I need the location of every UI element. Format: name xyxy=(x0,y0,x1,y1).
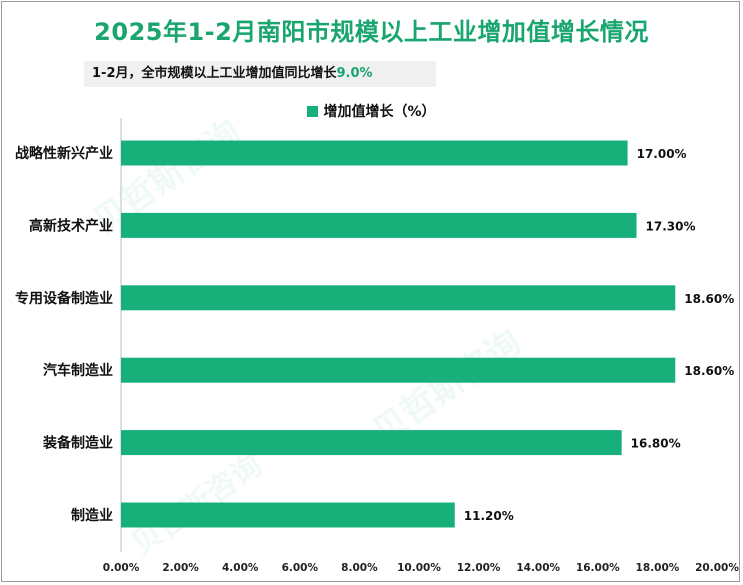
category-label: 汽车制造业 xyxy=(43,362,113,379)
category-label: 战略性新兴产业 xyxy=(15,145,113,162)
bars xyxy=(121,140,676,528)
legend-swatch xyxy=(307,106,319,117)
legend-label: 增加值增长（%） xyxy=(323,104,436,120)
category-label: 装备制造业 xyxy=(42,435,113,452)
x-tick-label: 2.00% xyxy=(162,562,199,574)
data-labels: 17.00% 17.30% 18.60% 18.60% 16.80% 11.20% xyxy=(464,147,735,523)
summary-value: 9.0% xyxy=(336,66,373,81)
category-label: 高新技术产业 xyxy=(29,217,113,234)
data-label: 11.20% xyxy=(464,509,514,523)
data-label: 17.00% xyxy=(637,147,687,161)
summary-text: 1-2月，全市规模以上工业增加值同比增长 xyxy=(92,66,337,81)
bar xyxy=(121,212,637,238)
x-tick-label: 16.00% xyxy=(576,562,620,574)
x-tick-label: 0.00% xyxy=(103,562,140,574)
x-tick-label: 4.00% xyxy=(222,562,259,574)
x-tick-label: 14.00% xyxy=(516,562,560,574)
bar xyxy=(121,502,455,528)
data-label: 18.60% xyxy=(684,292,734,306)
x-tick-label: 8.00% xyxy=(341,562,378,574)
data-label: 16.80% xyxy=(631,437,681,451)
bar xyxy=(121,140,628,166)
x-tick-label: 20.00% xyxy=(695,562,739,574)
x-tick-label: 12.00% xyxy=(457,562,501,574)
data-label: 18.60% xyxy=(684,364,734,378)
bar xyxy=(121,285,676,311)
category-label: 制造业 xyxy=(71,507,113,524)
chart-title: 2025年1-2月南阳市规模以上工业增加值增长情况 xyxy=(94,18,649,46)
category-label: 专用设备制造业 xyxy=(15,290,113,307)
x-tick-label: 6.00% xyxy=(282,562,319,574)
summary-box: 1-2月，全市规模以上工业增加值同比增长9.0% xyxy=(84,61,436,87)
bar xyxy=(121,357,676,383)
data-label: 17.30% xyxy=(646,219,696,233)
bar xyxy=(121,430,622,456)
x-tick-label: 18.00% xyxy=(636,562,680,574)
x-tick-labels: 0.00% 2.00% 4.00% 6.00% 8.00% 10.00% 12.00% 14.… xyxy=(103,562,740,574)
x-tick-label: 10.00% xyxy=(397,562,441,574)
legend: 增加值增长（%） xyxy=(0,101,743,121)
